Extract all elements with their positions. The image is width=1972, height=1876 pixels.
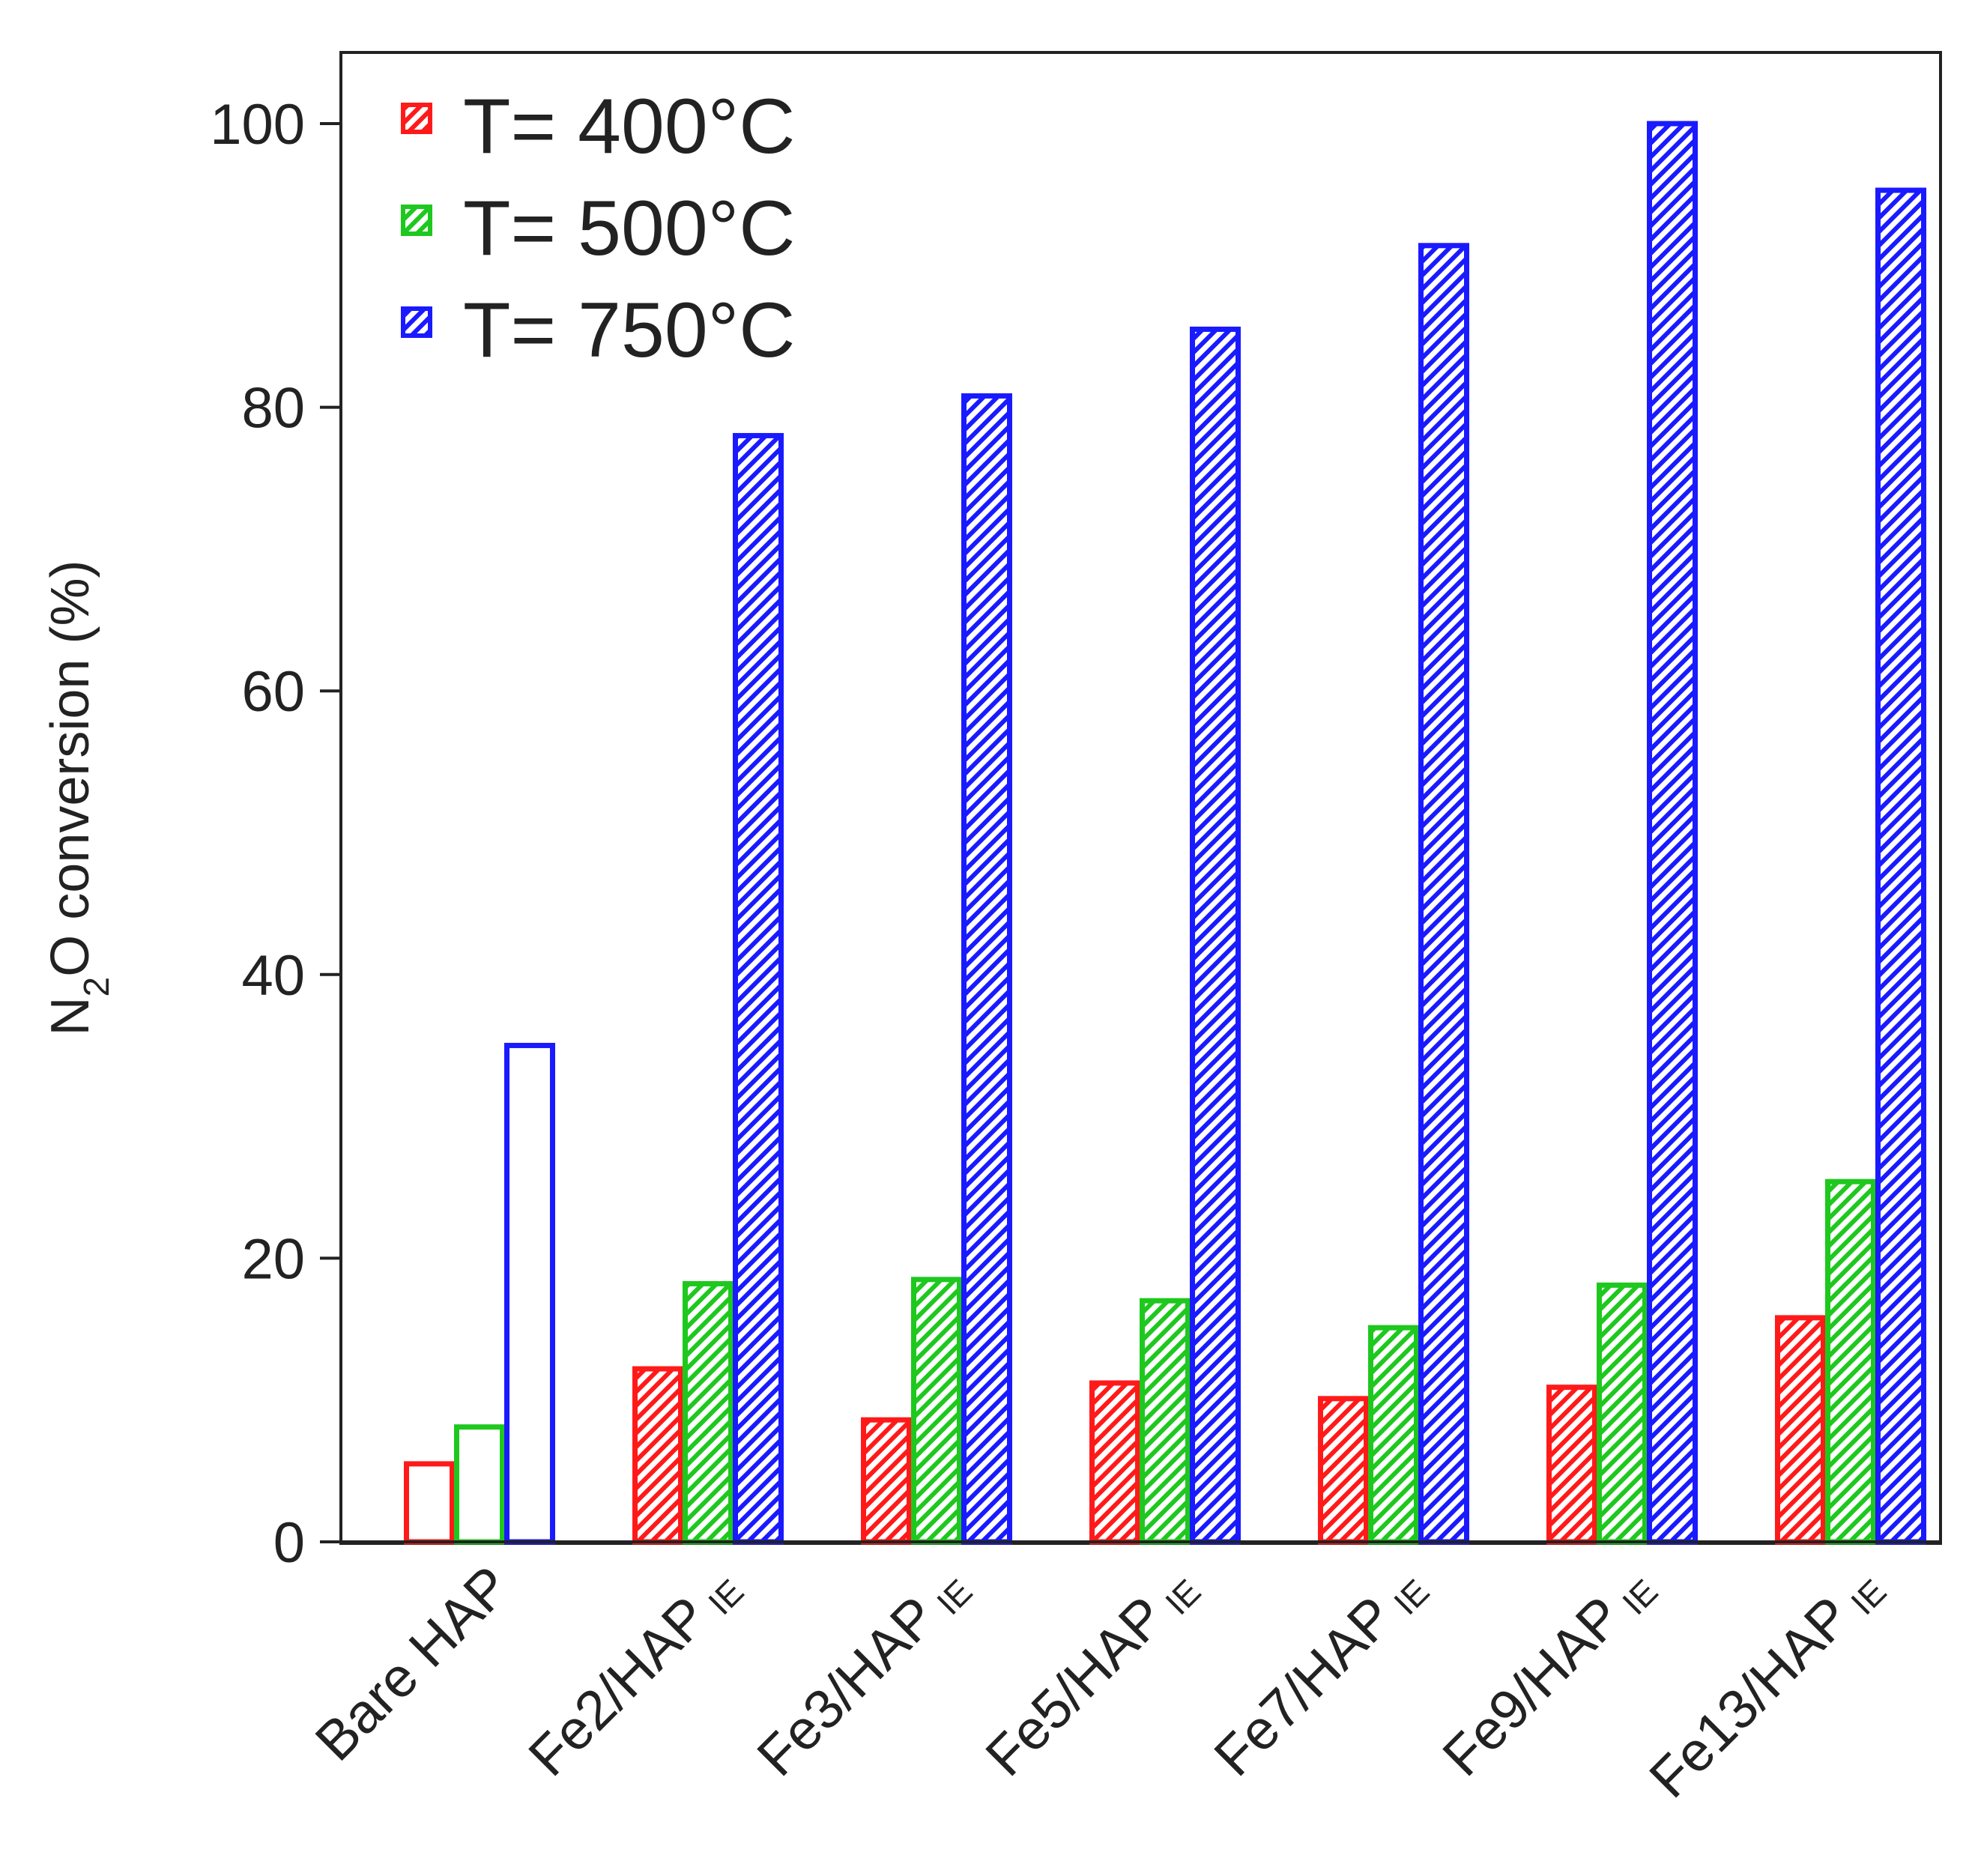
legend-label: T= 400°C	[463, 83, 795, 170]
legend-label: T= 500°C	[463, 185, 795, 272]
bar-4-series-2	[1140, 1298, 1191, 1545]
bar-4-series-1	[1089, 1380, 1140, 1545]
legend-swatch	[401, 306, 432, 338]
bar-7-series-3	[1875, 187, 1926, 1545]
y-tick-label: 20	[241, 1227, 305, 1291]
bar-1-series-2	[454, 1424, 505, 1545]
legend: T= 400°C T= 500°C T= 750°C	[401, 83, 795, 374]
bar-3-series-1	[861, 1417, 912, 1545]
legend-swatch	[401, 103, 432, 134]
bar-2-series-3	[733, 432, 784, 1545]
x-tick-label: Fe7/HAPIE	[1202, 1554, 1436, 1788]
y-axis-label-subscript: 2	[77, 977, 117, 997]
x-tick-label: Bare HAP	[303, 1554, 521, 1772]
y-axis-label: N2O conversion (%)	[40, 560, 117, 1036]
bar-7-series-2	[1825, 1178, 1876, 1545]
bar-5-series-3	[1418, 243, 1469, 1545]
bar-2-series-1	[632, 1366, 683, 1545]
legend-label: T= 750°C	[463, 287, 795, 374]
y-axis-label-rest: O conversion (%)	[40, 560, 100, 977]
y-axis: 0 20 40 60 80 100	[210, 93, 341, 1575]
x-tick-label: Fe13/HAPIE	[1637, 1554, 1893, 1810]
bar-2-series-2	[683, 1280, 734, 1545]
bar-3-series-3	[961, 393, 1012, 1545]
y-tick-label: 0	[273, 1511, 305, 1575]
legend-swatch	[401, 205, 432, 236]
bars	[341, 121, 1941, 1545]
y-tick-label: 60	[241, 660, 305, 724]
y-tick-label: 80	[241, 377, 305, 441]
bar-1-series-3	[504, 1042, 555, 1545]
bar-7-series-1	[1775, 1315, 1826, 1545]
x-tick-label: Fe2/HAPIE	[516, 1554, 751, 1788]
bar-3-series-2	[911, 1277, 962, 1545]
bar-1-series-1	[404, 1461, 455, 1545]
x-axis-labels: Bare HAPFe2/HAPIEFe3/HAPIEFe5/HAPIEFe7/H…	[303, 1554, 1894, 1810]
bar-6-series-1	[1546, 1385, 1597, 1545]
y-tick-label: 40	[241, 944, 305, 1008]
bar-5-series-2	[1368, 1325, 1419, 1545]
y-axis-label-main: N	[40, 996, 100, 1035]
x-tick-label: Fe5/HAPIE	[973, 1554, 1208, 1788]
bar-4-series-3	[1190, 326, 1241, 1545]
y-tick-label: 100	[210, 93, 305, 157]
bar-6-series-2	[1597, 1282, 1648, 1545]
x-tick-label: Fe9/HAPIE	[1430, 1554, 1665, 1788]
bar-5-series-1	[1318, 1396, 1369, 1545]
bar-6-series-3	[1647, 121, 1698, 1545]
x-tick-label: Fe3/HAPIE	[745, 1554, 979, 1788]
